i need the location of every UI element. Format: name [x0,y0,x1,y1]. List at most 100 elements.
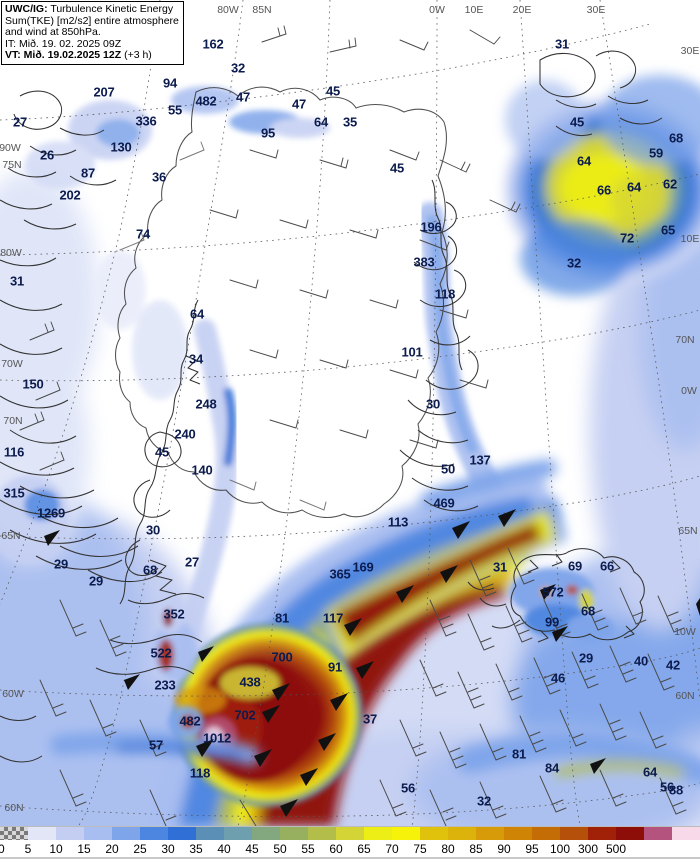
tke-value-label: 31 [492,559,508,575]
tke-value-label: 202 [59,187,81,203]
colorbar-swatch-14 [392,827,420,840]
tke-field [0,75,700,826]
tke-value-label: 81 [511,746,527,762]
chart-title-box: UWC/IG: Turbulence Kinetic Energy Sum(TK… [1,1,184,65]
tke-value-label: 29 [53,556,69,572]
colorbar-swatch-8 [224,827,252,840]
tke-value-label: 66 [596,182,612,198]
tke-value-label: 248 [195,396,217,412]
colorbar-swatch-5 [140,827,168,840]
tke-value-label: 68 [142,562,158,578]
tke-value-label: 64 [626,179,642,195]
graticule-label: 80W [217,4,239,16]
tke-value-label: 150 [22,376,44,392]
graticule-label: 60N [4,802,24,814]
tke-value-label: 31 [9,273,25,289]
colorbar-swatch-9 [252,827,280,840]
tke-value-label: 36 [151,169,167,185]
tke-value-label: 352 [163,606,185,622]
colorbar-swatch-7 [196,827,224,840]
tke-value-label: 522 [150,645,172,661]
tke-value-label: 45 [154,444,170,460]
tke-value-label: 99 [544,614,560,630]
tke-value-label: 47 [291,96,307,112]
tke-value-label: 169 [352,559,374,575]
colorbar-swatch-17 [476,827,504,840]
tke-value-label: 91 [327,659,343,675]
tke-value-label: 116 [3,444,25,460]
colorbar-tick-40: 40 [217,842,231,856]
tke-value-label: 29 [578,650,594,666]
colorbar-tick-95: 95 [525,842,539,856]
graticule-label: 70N [675,334,695,346]
tke-value-label: 1269 [36,505,66,521]
tke-value-label: 117 [322,610,344,626]
tke-value-label: 74 [135,226,151,242]
map-panel[interactable]: 80W 85N 0W 10E 20E 30E 30E 10E 0W 70N 65N 10W 60N 90W… [0,0,700,826]
colorbar-swatch-6 [168,827,196,840]
tke-value-label: 700 [271,649,293,665]
colorbar-swatch-21 [588,827,616,840]
tke-value-label: 56 [659,779,675,795]
graticule-label: 60W [2,688,24,700]
tke-value-label: 65 [660,222,676,238]
colorbar-swatch-24 [672,827,700,840]
graticule-label: 0W [681,385,697,397]
graticule-label: 80W [0,247,22,259]
title-line-3: and wind at 850hPa. [5,26,101,39]
title-line-2: Sum(TKE) [m2/s2] entire atmosphere [5,14,179,27]
tke-value-label: 196 [420,219,442,235]
graticule-label: 60N [675,690,695,702]
colorbar-swatch-20 [560,827,588,840]
tke-value-label: 34 [188,351,204,367]
colorbar-tick-60: 60 [329,842,343,856]
tke-value-label: 29 [88,573,104,589]
graticule-label: 70N [3,415,23,427]
tke-value-label: 30 [425,396,441,412]
graticule-label: 30E [680,45,700,57]
colorbar-tick-50: 50 [273,842,287,856]
colorbar[interactable]: 0 5 10 15 20 25 30 35 40 45 50 55 60 65 70 75 80 85 90 95 10… [0,826,700,859]
colorbar-swatch-15 [420,827,448,840]
colorbar-swatch-0 [0,827,28,840]
tke-value-label: 207 [93,84,115,100]
tke-value-label: 469 [433,495,455,511]
tke-value-label: 72 [619,230,635,246]
graticule-label: 0W [429,4,445,16]
colorbar-swatches[interactable] [0,827,700,840]
graticule-label: 10W [674,626,696,638]
colorbar-tick-90: 90 [497,842,511,856]
init-time: IT: Mið. 19. 02. 2025 09Z [5,37,122,50]
tke-value-label: 45 [325,83,341,99]
colorbar-swatch-10 [280,827,308,840]
tke-value-label: 32 [230,60,246,76]
map-canvas[interactable] [0,0,700,826]
colorbar-swatch-23 [644,827,672,840]
colorbar-swatch-4 [112,827,140,840]
graticule-label: 10E [680,233,700,245]
tke-value-label: 383 [413,254,435,270]
tke-value-label: 130 [110,139,132,155]
tke-value-label: 81 [274,610,290,626]
colorbar-tick-75: 75 [413,842,427,856]
tke-value-label: 482 [195,93,217,109]
colorbar-swatch-11 [308,827,336,840]
colorbar-swatch-19 [532,827,560,840]
tke-value-label: 35 [342,114,358,130]
tke-value-label: 69 [567,558,583,574]
tke-value-label: 137 [469,452,491,468]
tke-value-label: 240 [174,426,196,442]
colorbar-swatch-22 [616,827,644,840]
colorbar-swatch-3 [84,827,112,840]
tke-value-label: 95 [260,125,276,141]
tke-value-label: 56 [400,780,416,796]
tke-value-label: 140 [191,462,213,478]
graticule-label: 65N [1,530,21,542]
graticule-label: 90W [0,142,21,154]
tke-value-label: 50 [440,461,456,477]
graticule-lines [0,0,700,826]
colorbar-tick-85: 85 [469,842,483,856]
tke-value-label: 315 [3,485,25,501]
graticule-label: 85N [252,4,272,16]
